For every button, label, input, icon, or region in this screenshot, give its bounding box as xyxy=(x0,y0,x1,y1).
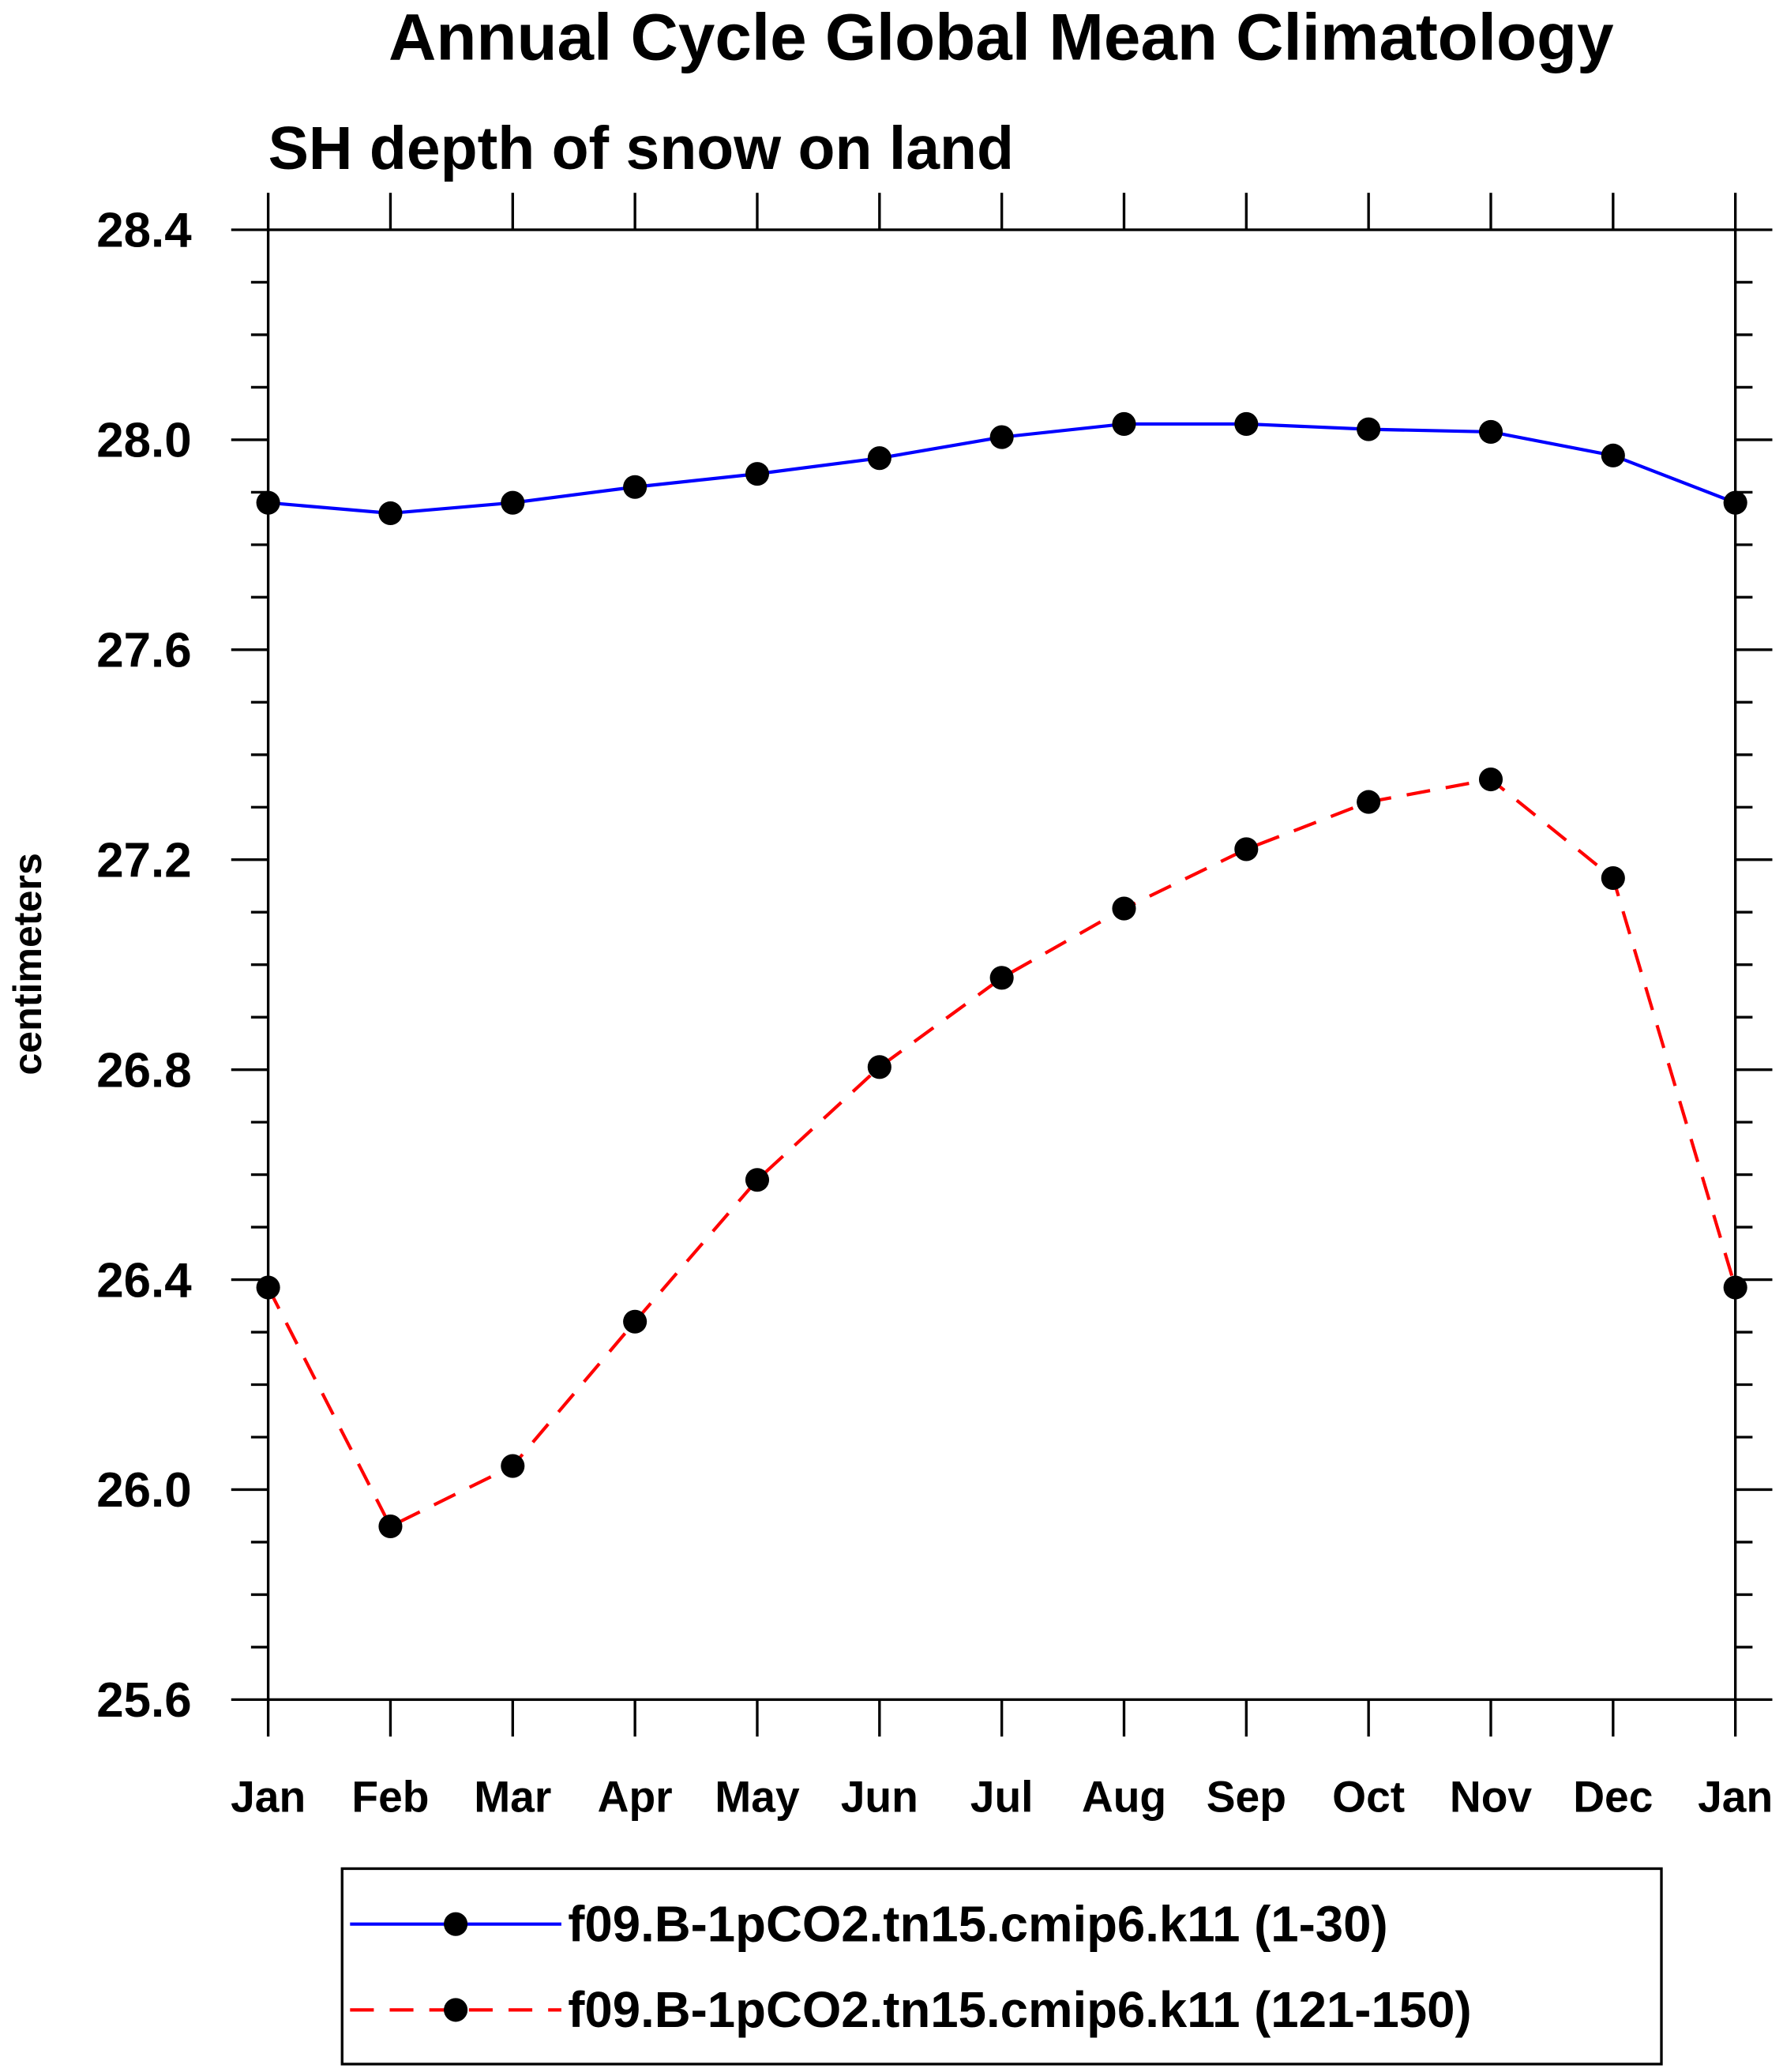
x-tick-label: Aug xyxy=(1082,1773,1166,1822)
data-point xyxy=(867,1055,892,1079)
x-tick-label: Mar xyxy=(474,1773,551,1822)
data-point xyxy=(1723,490,1747,515)
chart-subtitle: SH depth of snow on land xyxy=(268,114,1014,182)
data-point xyxy=(1112,896,1136,921)
data-point xyxy=(1112,411,1136,437)
x-tick-label: Feb xyxy=(351,1773,429,1822)
y-tick-label: 26.4 xyxy=(96,1253,192,1308)
data-point xyxy=(989,425,1014,449)
data-point xyxy=(623,1309,648,1334)
y-tick-label: 28.4 xyxy=(96,204,192,258)
data-point xyxy=(378,501,403,526)
x-tick-label: Jan xyxy=(231,1773,306,1822)
data-point xyxy=(1234,411,1259,437)
data-point xyxy=(501,1454,525,1478)
data-point xyxy=(1357,417,1381,441)
y-tick-label: 26.8 xyxy=(96,1043,191,1098)
y-tick-label: 27.6 xyxy=(96,624,191,678)
x-tick-label: Jul xyxy=(970,1773,1034,1822)
data-point xyxy=(1478,767,1503,792)
data-point xyxy=(1723,1275,1747,1300)
x-tick-label: Nov xyxy=(1450,1773,1533,1822)
legend-marker-2 xyxy=(444,1998,468,2022)
data-point xyxy=(867,446,892,471)
y-tick-label: 27.2 xyxy=(96,833,191,888)
x-tick-label: Jan xyxy=(1698,1773,1773,1822)
chart-title: Annual Cycle Global Mean Climatology xyxy=(389,0,1614,73)
x-tick-label: May xyxy=(715,1773,800,1822)
x-tick-label: Dec xyxy=(1573,1773,1653,1822)
x-tick-label: Apr xyxy=(598,1773,673,1822)
legend-label-2: f09.B-1pCO2.tn15.cmip6.k11 (121-150) xyxy=(568,1982,1471,2038)
legend: f09.B-1pCO2.tn15.cmip6.k11 (1-30) f09.B-… xyxy=(340,1867,1663,2066)
data-point xyxy=(989,966,1014,990)
data-point xyxy=(378,1514,403,1539)
data-point xyxy=(623,475,648,499)
data-point xyxy=(1357,790,1381,814)
data-point xyxy=(1601,865,1625,891)
x-tick-label: Jun xyxy=(841,1773,918,1822)
data-point xyxy=(745,1168,770,1192)
series-line-2 xyxy=(266,777,1737,1529)
data-point xyxy=(256,1275,280,1300)
data-point xyxy=(1234,837,1259,861)
data-point xyxy=(256,490,280,515)
legend-box xyxy=(340,1867,1663,2066)
legend-marker-1 xyxy=(444,1912,468,1936)
y-tick-label: 25.6 xyxy=(96,1673,191,1728)
data-point xyxy=(1601,443,1625,467)
data-point xyxy=(745,462,770,486)
y-axis-label: centimeters xyxy=(6,853,50,1075)
data-point xyxy=(1478,419,1503,444)
x-tick-label: Sep xyxy=(1207,1773,1286,1822)
legend-label-1: f09.B-1pCO2.tn15.cmip6.k11 (1-30) xyxy=(568,1896,1387,1952)
x-tick-label: Oct xyxy=(1332,1773,1405,1822)
data-point xyxy=(501,490,525,515)
y-tick-label: 26.0 xyxy=(96,1463,191,1518)
y-tick-label: 28.0 xyxy=(96,414,191,468)
